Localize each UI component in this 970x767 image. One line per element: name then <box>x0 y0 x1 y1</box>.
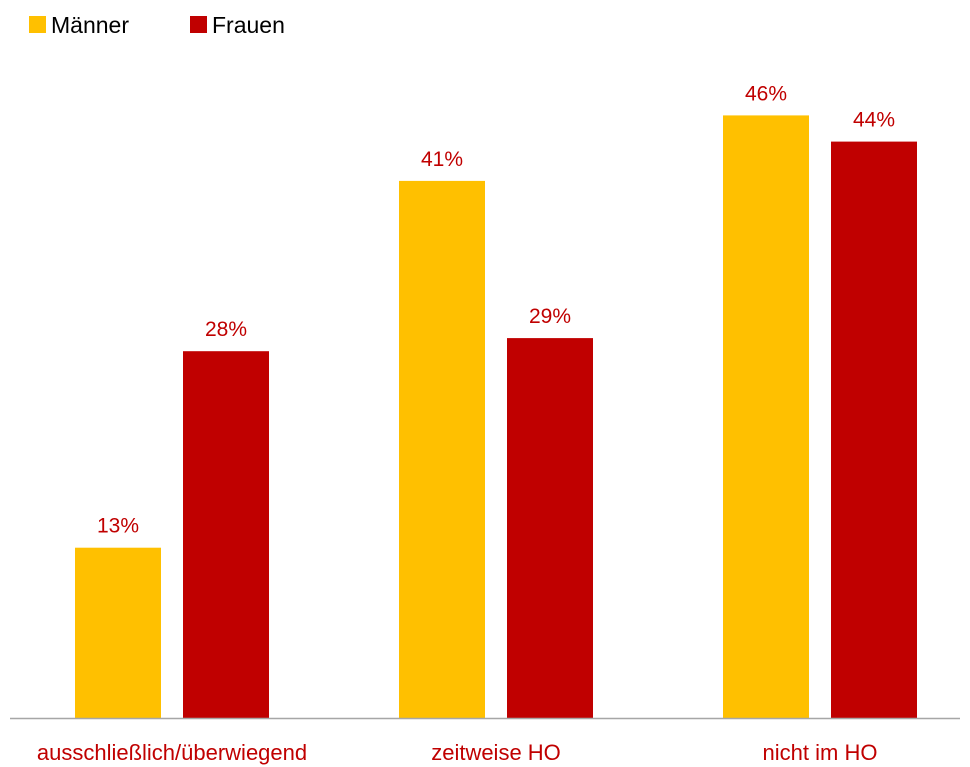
legend-swatch-maenner <box>29 16 46 33</box>
bar-frauen-0 <box>183 351 269 718</box>
legend-label-frauen: Frauen <box>212 12 285 38</box>
data-labels-group: 13% 28% 41% 29% 46% 44% <box>97 82 895 537</box>
data-label-maenner-0: 13% <box>97 515 139 538</box>
category-label-2: nicht im HO <box>763 740 878 765</box>
category-label-0: ausschließlich/überwiegend <box>37 740 307 765</box>
category-label-1: zeitweise HO <box>431 740 561 765</box>
data-label-frauen-0: 28% <box>205 318 247 341</box>
bar-maenner-1 <box>399 180 485 718</box>
bar-maenner-2 <box>723 115 809 718</box>
legend: Männer Frauen <box>29 12 285 38</box>
data-label-maenner-2: 46% <box>745 82 787 105</box>
bars-group <box>75 115 917 719</box>
legend-label-maenner: Männer <box>51 12 129 38</box>
data-label-maenner-1: 41% <box>421 148 463 171</box>
data-label-frauen-2: 44% <box>853 109 895 132</box>
data-label-frauen-1: 29% <box>529 305 571 328</box>
bar-frauen-2 <box>831 141 917 719</box>
bar-frauen-1 <box>507 338 593 718</box>
bar-maenner-0 <box>75 547 161 718</box>
legend-swatch-frauen <box>190 16 207 33</box>
category-labels-group: ausschließlich/überwiegend zeitweise HO ni… <box>37 740 878 765</box>
